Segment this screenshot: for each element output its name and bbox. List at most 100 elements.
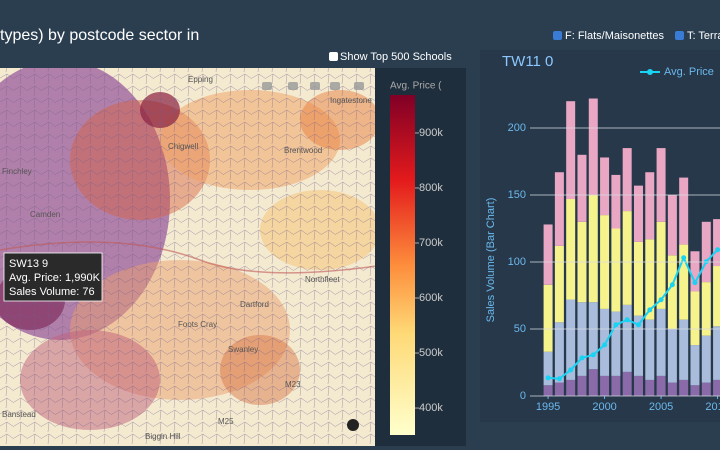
header-title: types) by postcode sector in [0, 27, 199, 44]
colorbar-tick-label: 800k [419, 182, 443, 194]
price-marker [658, 297, 664, 303]
bar-segment [577, 154, 587, 222]
bar-segment [611, 375, 621, 396]
x-tick-label: 2000 [592, 401, 616, 413]
price-marker [613, 322, 619, 328]
tooltip: SW13 9 Avg. Price: 1,990K Sales Volume: … [3, 252, 103, 302]
bar-segment [645, 379, 655, 396]
bar-segment [713, 379, 720, 396]
colorbar-panel [375, 68, 466, 446]
y-tick-label: 150 [508, 189, 526, 201]
bar-segment [554, 172, 564, 246]
place-label: Ingatestone [330, 96, 372, 105]
checkbox[interactable] [675, 31, 684, 40]
price-marker [692, 280, 698, 286]
price-marker [568, 367, 574, 373]
bar-segment [588, 98, 598, 195]
bar-segment [543, 385, 553, 396]
camera-icon[interactable] [262, 82, 272, 90]
bar-segment [701, 282, 711, 336]
colorbar-tick-label: 600k [419, 292, 443, 304]
place-label: Camden [30, 210, 60, 219]
select-icon[interactable] [310, 82, 320, 90]
x-tick-label: 1995 [536, 401, 560, 413]
place-label: Dartford [240, 300, 269, 309]
tooltip-line: Avg. Price: 1,990K [9, 272, 101, 284]
place-label: Epping [188, 75, 213, 84]
legend-label[interactable]: Avg. Price [664, 66, 714, 78]
bar-segment [667, 195, 677, 256]
price-marker [647, 307, 653, 313]
bar-segment [633, 241, 643, 316]
place-label: Northfleet [305, 275, 340, 284]
bar-segment [622, 304, 632, 372]
bar-segment [633, 315, 643, 376]
bar-segment [667, 255, 677, 329]
checkbox[interactable] [553, 31, 562, 40]
bar-segment [554, 245, 564, 323]
bar-segment [566, 379, 576, 396]
bar-segment [656, 221, 666, 309]
bar-segment [611, 174, 621, 229]
x-tick-label: 2005 [649, 401, 673, 413]
colorbar-tick-label: 400k [419, 402, 443, 414]
place-label: Brentwood [284, 146, 322, 155]
checkbox-label[interactable]: F: Flats/Maisonettes [565, 30, 665, 42]
bar-segment [566, 299, 576, 380]
place-label: Chigwell [168, 142, 198, 151]
bar-segment [611, 228, 621, 312]
bar-segment [679, 319, 689, 380]
bar-segment [713, 266, 720, 327]
bar-segment [566, 199, 576, 300]
colorbar-tick-label: 900k [419, 127, 443, 139]
bar-segment [554, 322, 564, 383]
bar-segment [656, 148, 666, 222]
bar-segment [690, 251, 700, 292]
checkbox-label[interactable]: Show Top 500 Schools [340, 51, 452, 63]
bar-segment [600, 375, 610, 396]
colorbar [390, 95, 415, 435]
bar-segment [690, 291, 700, 346]
bar-segment [701, 221, 711, 283]
lasso-icon[interactable] [330, 82, 340, 90]
bar-segment [554, 382, 564, 396]
zoom-icon[interactable] [354, 82, 364, 90]
bar-segment [713, 326, 720, 380]
x-tick-label: 2010 [705, 401, 720, 413]
price-marker [579, 355, 585, 361]
bar-segment [588, 195, 598, 303]
price-marker [545, 375, 551, 381]
bar-segment [701, 382, 711, 396]
price-marker [602, 342, 608, 348]
bar-segment [600, 157, 610, 216]
info-icon[interactable] [347, 419, 359, 431]
bar-segment [588, 302, 598, 370]
checkbox[interactable] [329, 52, 338, 61]
bar-segment [656, 308, 666, 376]
bar-segment [645, 319, 655, 380]
bar-segment [656, 375, 666, 396]
price-marker [669, 282, 675, 288]
price-marker [681, 255, 687, 261]
tooltip-line: SW13 9 [9, 258, 48, 270]
bar-segment [622, 148, 632, 212]
place-label: Finchley [2, 167, 32, 176]
bar-segment [713, 219, 720, 267]
chart-title: TW11 0 [502, 53, 553, 70]
y-axis-label: Sales Volume (Bar Chart) [485, 198, 497, 323]
colorbar-title: Avg. Price ( [390, 81, 442, 92]
checkbox-label[interactable]: T: Terra [687, 30, 720, 42]
bar-segment [679, 177, 689, 245]
bar-segment [701, 335, 711, 383]
bar-segment [679, 379, 689, 396]
pan-icon[interactable] [288, 82, 298, 90]
tooltip-line: Sales Volume: 76 [9, 286, 95, 298]
price-line [547, 249, 719, 380]
legend-swatch [647, 69, 653, 75]
bar-segment [543, 224, 553, 285]
bar-segment [633, 375, 643, 396]
colorbar-tick-label: 500k [419, 347, 443, 359]
y-tick-label: 50 [514, 323, 526, 335]
